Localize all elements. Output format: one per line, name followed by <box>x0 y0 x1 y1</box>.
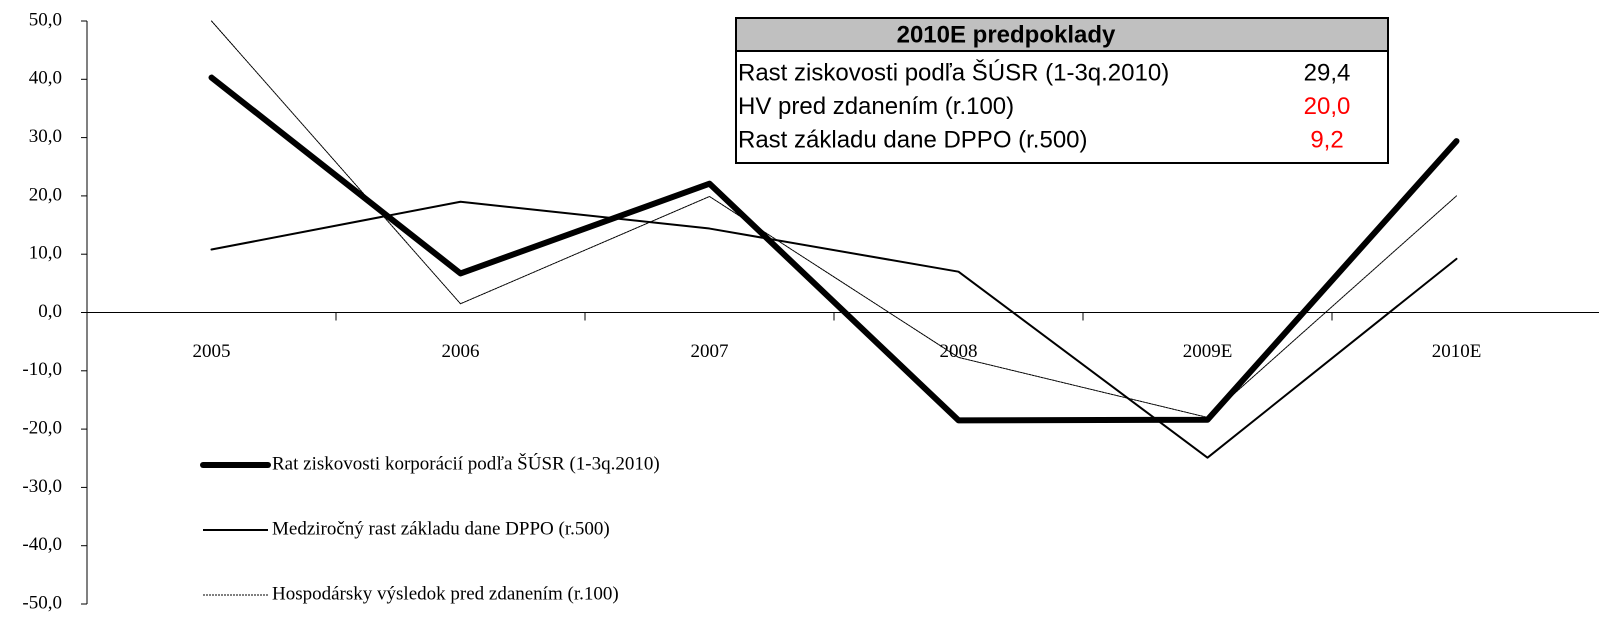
series-line <box>211 20 1457 418</box>
x-tick-label: 2005 <box>193 341 231 362</box>
table-row-label: Rast ziskovosti podľa ŠÚSR (1-3q.2010) <box>738 58 1169 86</box>
table-row-label: Rast základu dane DPPO (r.500) <box>738 126 1088 153</box>
table-header-bg <box>736 18 1388 51</box>
x-tick-label: 2006 <box>442 341 480 362</box>
x-tick-label: 2007 <box>691 341 729 362</box>
y-tick-label: -40,0 <box>22 534 62 555</box>
x-tick-label: 2010E <box>1432 341 1482 362</box>
y-tick-label: 10,0 <box>29 243 62 264</box>
y-tick-label: -50,0 <box>22 592 62 613</box>
y-tick-label: 40,0 <box>29 68 62 89</box>
table-box <box>735 17 1389 164</box>
y-tick-label: -30,0 <box>22 476 62 497</box>
table-row-value: 29,4 <box>1304 59 1351 86</box>
series-line <box>210 200 1458 459</box>
legend-label: Rat ziskovosti korporácií podľa ŠÚSR (1-… <box>272 452 660 474</box>
table-row-value: 9,2 <box>1310 126 1343 153</box>
y-tick-label: 30,0 <box>29 126 62 147</box>
y-tick-label: 0,0 <box>38 301 62 322</box>
series-line <box>208 74 1460 424</box>
y-tick-label: -20,0 <box>22 417 62 438</box>
legend-label: Hospodársky výsledok pred zdanením (r.10… <box>272 583 619 604</box>
x-tick-label: 2008 <box>940 341 978 362</box>
y-tick-label: 50,0 <box>29 9 62 30</box>
y-tick-label: 20,0 <box>29 184 62 205</box>
y-tick-label: -10,0 <box>22 359 62 380</box>
table-row-value: 20,0 <box>1304 93 1351 120</box>
table-row-label: HV pred zdanením (r.100) <box>738 93 1014 120</box>
x-tick-label: 2009E <box>1183 341 1233 362</box>
legend-label: Medziročný rast základu dane DPPO (r.500… <box>272 518 610 539</box>
table-title: 2010E predpoklady <box>897 21 1116 48</box>
